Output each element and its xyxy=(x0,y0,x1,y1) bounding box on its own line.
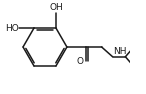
Text: O: O xyxy=(76,57,83,66)
Text: HO: HO xyxy=(5,24,18,33)
Text: OH: OH xyxy=(49,3,63,12)
Text: NH: NH xyxy=(113,47,127,56)
